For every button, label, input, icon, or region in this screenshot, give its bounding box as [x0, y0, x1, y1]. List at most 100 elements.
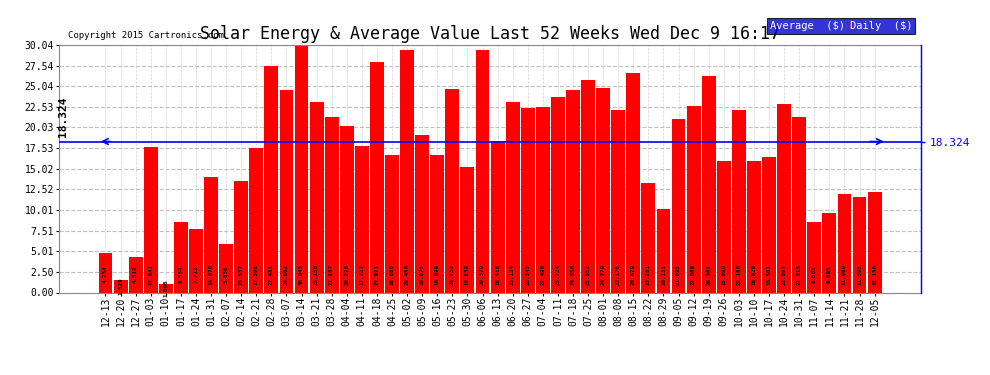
- Text: 22.897: 22.897: [782, 264, 787, 285]
- Text: 26.302: 26.302: [706, 264, 711, 285]
- Bar: [551, 97, 565, 292]
- Text: 11.595: 11.595: [857, 264, 862, 285]
- Bar: [717, 160, 731, 292]
- Text: 22.176: 22.176: [616, 264, 621, 285]
- Text: 19.075: 19.075: [420, 264, 425, 285]
- Bar: [867, 192, 881, 292]
- Text: 27.481: 27.481: [269, 264, 274, 285]
- Text: 8.501: 8.501: [812, 266, 817, 283]
- Bar: [656, 209, 670, 292]
- Bar: [340, 126, 353, 292]
- Bar: [747, 160, 761, 292]
- Bar: [823, 213, 837, 292]
- Text: 26.679: 26.679: [631, 264, 636, 285]
- Text: 16.680: 16.680: [389, 264, 395, 285]
- Bar: [355, 147, 369, 292]
- Bar: [174, 222, 188, 292]
- Bar: [325, 117, 339, 292]
- Text: 16.699: 16.699: [435, 264, 440, 285]
- Bar: [460, 167, 474, 292]
- Bar: [249, 147, 263, 292]
- Text: 24.602: 24.602: [284, 264, 289, 285]
- Bar: [235, 181, 248, 292]
- Text: 23.124: 23.124: [510, 264, 515, 285]
- Bar: [611, 110, 625, 292]
- Bar: [596, 88, 610, 292]
- Bar: [642, 183, 655, 292]
- Text: 13.537: 13.537: [239, 264, 244, 285]
- Text: 8.554: 8.554: [178, 266, 183, 283]
- Bar: [506, 102, 520, 292]
- Text: 20.228: 20.228: [345, 264, 349, 285]
- Bar: [671, 119, 685, 292]
- Text: 24.779: 24.779: [601, 264, 606, 285]
- Text: 17.641: 17.641: [148, 264, 153, 285]
- Text: 22.160: 22.160: [737, 264, 742, 285]
- Text: 18.418: 18.418: [495, 264, 500, 285]
- Text: 17.598: 17.598: [253, 264, 258, 285]
- Text: 9.695: 9.695: [827, 266, 832, 283]
- Bar: [536, 107, 549, 292]
- Text: 15.239: 15.239: [465, 264, 470, 285]
- Bar: [566, 90, 580, 292]
- Text: 16.020: 16.020: [751, 264, 756, 285]
- Bar: [431, 155, 445, 292]
- Bar: [627, 73, 641, 292]
- Text: 29.379: 29.379: [480, 264, 485, 285]
- Bar: [415, 135, 429, 292]
- Bar: [219, 244, 233, 292]
- Text: 22.343: 22.343: [526, 264, 531, 285]
- Text: 23.724: 23.724: [555, 264, 560, 285]
- Text: 18.324: 18.324: [58, 97, 68, 137]
- Bar: [189, 229, 203, 292]
- Text: 1.006: 1.006: [163, 280, 168, 297]
- Legend: Average  ($), Daily  ($): Average ($), Daily ($): [766, 18, 916, 34]
- Bar: [838, 194, 851, 292]
- Bar: [792, 117, 806, 292]
- Bar: [475, 51, 489, 292]
- Bar: [310, 102, 324, 292]
- Bar: [808, 222, 822, 292]
- Text: 27.971: 27.971: [374, 264, 379, 285]
- Text: 10.131: 10.131: [661, 264, 666, 285]
- Text: 11.969: 11.969: [842, 264, 847, 285]
- Text: 21.287: 21.287: [330, 264, 335, 285]
- Text: 22.490: 22.490: [541, 264, 545, 285]
- Bar: [400, 50, 414, 292]
- Bar: [732, 110, 745, 292]
- Bar: [521, 108, 535, 292]
- Bar: [687, 106, 701, 292]
- Bar: [114, 280, 128, 292]
- Bar: [370, 62, 384, 292]
- Bar: [702, 76, 716, 292]
- Bar: [279, 90, 293, 292]
- Text: 14.070: 14.070: [209, 264, 214, 285]
- Text: 17.722: 17.722: [359, 264, 364, 285]
- Title: Solar Energy & Average Value Last 52 Weeks Wed Dec 9 16:17: Solar Energy & Average Value Last 52 Wee…: [200, 26, 780, 44]
- Bar: [446, 89, 459, 292]
- Text: 4.734: 4.734: [103, 266, 108, 283]
- Text: Copyright 2015 Cartronics.com: Copyright 2015 Cartronics.com: [68, 31, 224, 40]
- Bar: [295, 45, 309, 292]
- Bar: [204, 177, 218, 292]
- Bar: [581, 80, 595, 292]
- Text: 24.556: 24.556: [570, 264, 575, 285]
- Bar: [491, 141, 505, 292]
- Text: 22.609: 22.609: [691, 264, 696, 285]
- Text: 7.712: 7.712: [193, 266, 198, 283]
- Bar: [762, 156, 776, 292]
- Text: 25.852: 25.852: [585, 264, 591, 285]
- Text: 1.529: 1.529: [118, 278, 123, 295]
- Bar: [264, 66, 278, 292]
- Bar: [385, 155, 399, 292]
- Text: 30.043: 30.043: [299, 264, 304, 285]
- Text: 29.450: 29.450: [405, 264, 410, 285]
- Text: 24.732: 24.732: [449, 264, 454, 285]
- Bar: [158, 284, 172, 292]
- Text: 21.315: 21.315: [797, 264, 802, 285]
- Bar: [144, 147, 157, 292]
- Bar: [129, 257, 143, 292]
- Text: 12.150: 12.150: [872, 264, 877, 285]
- Text: 5.856: 5.856: [224, 266, 229, 283]
- Text: 4.312: 4.312: [133, 266, 139, 284]
